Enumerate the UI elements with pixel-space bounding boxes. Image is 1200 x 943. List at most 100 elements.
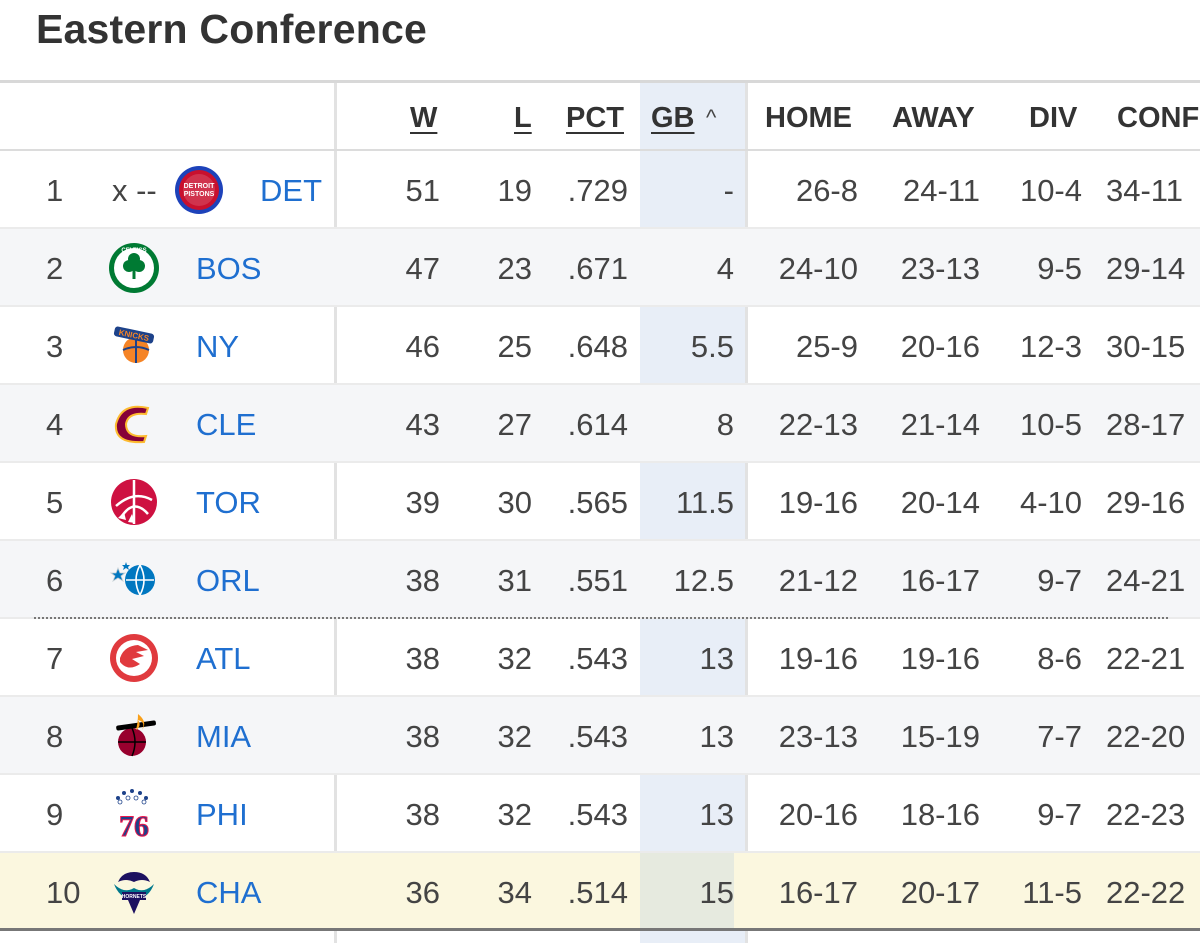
- heat-logo-icon: [116, 714, 156, 757]
- games-back: -: [723, 173, 734, 208]
- conf-record: 22-21: [1106, 641, 1186, 676]
- home-record: 22-13: [778, 407, 858, 442]
- games-back: 5.5: [690, 329, 734, 364]
- div-record: 12-3: [1019, 329, 1082, 364]
- losses: 23: [497, 251, 532, 286]
- home-record: 25-9: [795, 329, 858, 364]
- div-record: 4-10: [1019, 485, 1082, 520]
- div-record: 9-5: [1037, 251, 1082, 286]
- header-conf[interactable]: CONF: [1117, 102, 1200, 134]
- losses: 30: [497, 485, 532, 520]
- home-record: 19-16: [778, 485, 858, 520]
- rank: 4: [46, 407, 64, 442]
- table-row: 7 ATL 38 32 .543 13 19-16 19-16 8-6 22-2…: [0, 619, 1200, 697]
- rank: 6: [46, 563, 64, 598]
- team-link-bos[interactable]: BOS: [196, 251, 262, 286]
- hornets-logo-icon: HORNETS: [114, 872, 154, 914]
- team-link-ny[interactable]: NY: [196, 329, 240, 364]
- losses: 32: [497, 719, 532, 754]
- header-away[interactable]: AWAY: [892, 102, 975, 134]
- header-l[interactable]: L: [514, 102, 532, 134]
- pct: .543: [567, 719, 628, 754]
- rank: 10: [46, 875, 81, 910]
- conf-record: 30-15: [1106, 329, 1186, 364]
- wins: 38: [405, 719, 440, 754]
- losses: 19: [497, 173, 532, 208]
- header-pct[interactable]: PCT: [566, 102, 624, 134]
- pct: .565: [567, 485, 628, 520]
- away-record: 21-14: [900, 407, 980, 442]
- pct: .729: [567, 173, 628, 208]
- header-gb[interactable]: GB: [651, 102, 695, 134]
- team-link-orl[interactable]: ORL: [196, 563, 260, 598]
- table-row: 9 76 PHI 38 32 .543 13 20-16 18-16 9-7 2…: [0, 775, 1200, 853]
- rank: 5: [46, 485, 64, 520]
- team-link-cha[interactable]: CHA: [196, 875, 262, 910]
- table-bottom-border: [0, 928, 1200, 931]
- header-w[interactable]: W: [410, 102, 438, 134]
- header-home[interactable]: HOME: [765, 102, 852, 134]
- table-row: 5 TOR 39 30 .565 11.5 19-16 20-14 4-10 2…: [0, 463, 1200, 541]
- games-back: 13: [699, 719, 734, 754]
- column-separator: [745, 83, 748, 943]
- team-link-atl[interactable]: ATL: [196, 641, 251, 676]
- team-link-phi[interactable]: PHI: [196, 797, 248, 832]
- table-header: W L PCT GB ^ HOME AWAY DIV CONF: [0, 83, 1200, 151]
- header-div[interactable]: DIV: [1029, 102, 1078, 134]
- hawks-logo-icon: [110, 634, 158, 682]
- page-title: Eastern Conference: [36, 6, 427, 52]
- wins: 38: [405, 797, 440, 832]
- rank: 7: [46, 641, 64, 676]
- svg-text:76: 76: [119, 810, 149, 840]
- games-back: 13: [699, 641, 734, 676]
- sort-ascending-icon[interactable]: ^: [706, 105, 717, 130]
- away-record: 20-17: [900, 875, 980, 910]
- rank: 3: [46, 329, 64, 364]
- wins: 47: [405, 251, 440, 286]
- pct: .648: [567, 329, 628, 364]
- games-back: 15: [640, 853, 734, 929]
- team-link-cle[interactable]: CLE: [196, 407, 257, 442]
- svg-text:HORNETS: HORNETS: [122, 894, 147, 900]
- table-row: 3 KNICKS NY 46 25 .648 5.5 25-9 20-16 12…: [0, 307, 1200, 385]
- table-row-highlighted: 10 HORNETS CHA 36 34 .514 15 16-17 20-17…: [0, 853, 1200, 931]
- away-record: 16-17: [900, 563, 980, 598]
- table-row: 6 ORL 38 31 .551 12.5 21-12 16-17 9-7 24…: [0, 541, 1200, 619]
- home-record: 26-8: [795, 173, 858, 208]
- div-record: 10-5: [1019, 407, 1082, 442]
- away-record: 20-16: [900, 329, 980, 364]
- team-link-det[interactable]: DET: [260, 173, 322, 208]
- team-link-mia[interactable]: MIA: [196, 719, 252, 754]
- conf-record: 22-22: [1106, 875, 1186, 910]
- div-record: 8-6: [1037, 641, 1082, 676]
- conf-record: 29-14: [1106, 251, 1186, 286]
- losses: 34: [497, 875, 532, 910]
- div-record: 7-7: [1037, 719, 1082, 754]
- pct: .551: [567, 563, 628, 598]
- column-separator: [334, 83, 337, 943]
- wins: 36: [405, 875, 440, 910]
- rank: 2: [46, 251, 64, 286]
- pct: .614: [567, 407, 628, 442]
- away-record: 24-11: [903, 173, 980, 208]
- pistons-logo-icon: DETROIT PISTONS: [175, 166, 223, 214]
- games-back: 4: [716, 251, 734, 286]
- team-link-tor[interactable]: TOR: [196, 485, 261, 520]
- games-back: 12.5: [673, 563, 734, 598]
- rank: 1: [46, 173, 64, 208]
- 76ers-logo-icon: 76: [116, 789, 150, 840]
- wins: 39: [405, 485, 440, 520]
- div-record: 9-7: [1037, 563, 1082, 598]
- table-row: 1 x -- DETROIT PISTONS DET 51 19 .729 - …: [0, 151, 1200, 229]
- wins: 51: [405, 173, 440, 208]
- magic-logo-icon: [109, 562, 155, 596]
- home-record: 16-17: [778, 875, 858, 910]
- games-back: 13: [699, 797, 734, 832]
- raptors-logo-icon: [111, 479, 157, 525]
- table-row: 8 MIA 38 32 .543 13 23-13 15-19 7-7 22-2…: [0, 697, 1200, 775]
- conf-record: 29-16: [1106, 485, 1186, 520]
- pct: .671: [567, 251, 628, 286]
- standings-table: W L PCT GB ^ HOME AWAY DIV CONF 1 x -- D…: [0, 80, 1200, 943]
- conf-record: 34-11: [1106, 173, 1183, 208]
- losses: 31: [497, 563, 532, 598]
